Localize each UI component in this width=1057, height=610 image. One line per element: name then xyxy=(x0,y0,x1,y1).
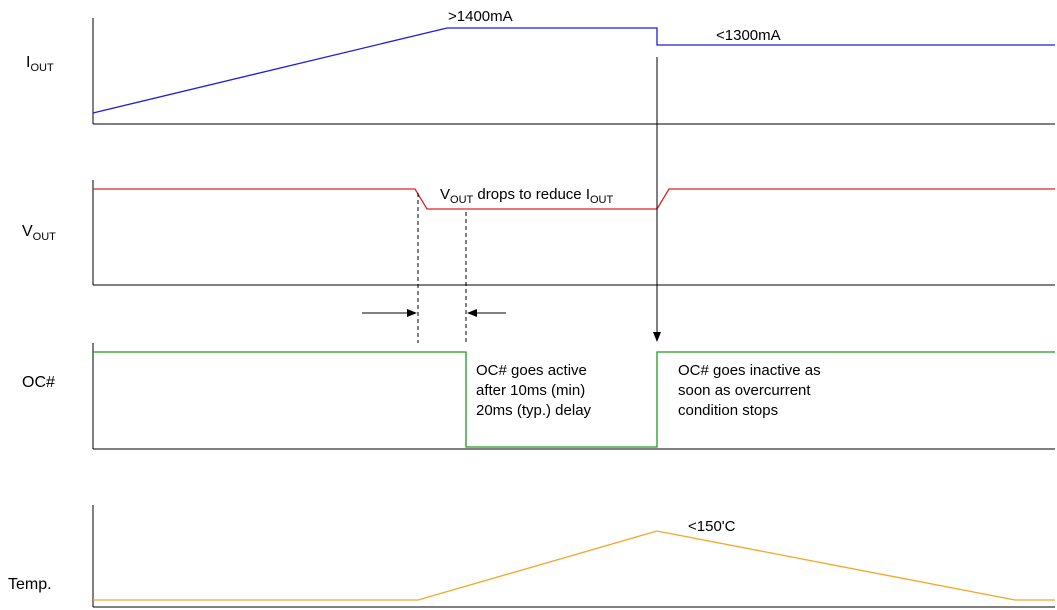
temp-label: Temp. xyxy=(8,576,52,593)
iout-waveform xyxy=(92,27,1055,114)
oc-panel: OC# OC# goes active after 10ms (min) 20m… xyxy=(22,343,1055,450)
vout-label: VOUT xyxy=(22,223,56,243)
iout-panel: IOUT >1400mA <1300mA xyxy=(26,8,1055,125)
iout-low-annotation: <1300mA xyxy=(716,27,781,44)
vout-waveform xyxy=(93,188,1055,210)
temp-peak-annotation: <150'C xyxy=(688,518,736,535)
vout-drop-annotation: VOUT drops to reduce IOUT xyxy=(440,186,613,206)
iout-label: IOUT xyxy=(26,54,54,74)
oc-waveform xyxy=(93,351,1055,448)
oc-inactive-annotation: OC# goes inactive as soon as overcurrent… xyxy=(678,362,825,419)
temp-waveform xyxy=(93,530,1055,601)
oc-active-annotation: OC# goes active after 10ms (min) 20ms (t… xyxy=(476,362,592,419)
oc-label: OC# xyxy=(22,374,55,391)
vout-panel: VOUT VOUT drops to reduce IOUT xyxy=(22,180,1055,286)
temp-panel: Temp. <150'C xyxy=(8,505,1055,608)
iout-high-annotation: >1400mA xyxy=(448,8,513,25)
delay-markers xyxy=(362,193,506,343)
